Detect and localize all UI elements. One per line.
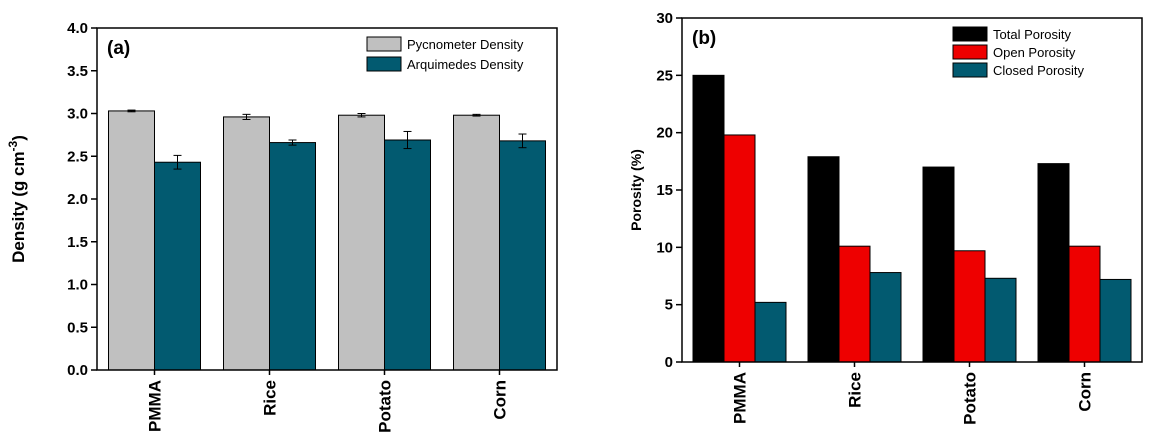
- bar: [838, 245, 871, 363]
- x-tick-label: Rice: [846, 372, 865, 408]
- y-tick-label: 2.5: [67, 148, 88, 165]
- bar: [338, 114, 385, 371]
- chart-panel-a: PMMA Rice Potato Corn 0.0 0.5 1.0 1.5 2.0 2.5 3.0 3…: [6, 20, 558, 433]
- legend-swatch: [952, 26, 988, 42]
- legend-label: Open Porosity: [993, 45, 1076, 60]
- x-tick-label: Potato: [376, 380, 395, 433]
- y-tick-label: 2.0: [67, 191, 88, 208]
- bar: [384, 139, 431, 371]
- y-tick-label: 1.0: [67, 277, 88, 294]
- legend-swatch: [952, 62, 988, 78]
- bar: [922, 166, 955, 363]
- y-tick-label: 0.0: [67, 362, 88, 379]
- x-tick-label: Corn: [1076, 372, 1095, 412]
- bar: [807, 156, 840, 363]
- bar: [453, 114, 500, 371]
- bar: [154, 161, 201, 371]
- bar: [953, 250, 986, 363]
- bar: [869, 272, 902, 363]
- bar: [1068, 245, 1101, 363]
- chart-panel-b: PMMA Rice Potato Corn 0 5 10 15 20 25 30 (b) Total P…: [628, 10, 1143, 425]
- y-tick-label: 5: [665, 297, 673, 314]
- y-tick-label: 10: [656, 239, 673, 256]
- plot-frame: [96, 27, 558, 371]
- bar: [1099, 278, 1132, 363]
- legend-label: Total Porosity: [993, 27, 1072, 42]
- y-tick-label: 30: [656, 10, 673, 27]
- bar: [1037, 163, 1070, 363]
- legend-label: Pycnometer Density: [407, 37, 524, 52]
- y-tick-label: 4.0: [67, 20, 88, 37]
- x-tick-label: Rice: [261, 380, 280, 416]
- legend-label: Arquimedes Density: [407, 57, 524, 72]
- x-tick-label: Potato: [961, 372, 980, 425]
- bar: [499, 140, 546, 371]
- y-tick-label: 15: [656, 182, 673, 199]
- y-axis-title: Porosity (%): [628, 149, 644, 231]
- x-tick-label: PMMA: [146, 380, 165, 432]
- y-tick-label: 0: [665, 354, 673, 371]
- x-tick-label: Corn: [491, 380, 510, 420]
- y-axis-title: Density (g cm-3): [6, 135, 28, 263]
- bar: [723, 134, 756, 363]
- y-tick-label: 3.0: [67, 106, 88, 123]
- bar: [692, 74, 725, 363]
- panel-label: (a): [107, 38, 130, 59]
- bar: [984, 277, 1017, 363]
- bar: [754, 301, 787, 363]
- y-tick-label: 0.5: [67, 319, 88, 336]
- legend-swatch: [366, 56, 402, 72]
- plot-frame: [681, 17, 1143, 363]
- y-tick-label: 1.5: [67, 234, 88, 251]
- y-tick-label: 25: [656, 67, 673, 84]
- bar: [269, 142, 316, 371]
- x-tick-label: PMMA: [731, 372, 750, 424]
- y-tick-label: 3.5: [67, 63, 88, 80]
- legend-swatch: [952, 44, 988, 60]
- bar: [108, 110, 155, 371]
- panel-label: (b): [692, 28, 716, 49]
- y-tick-label: 20: [656, 125, 673, 142]
- legend-label: Closed Porosity: [993, 63, 1085, 78]
- legend-swatch: [366, 36, 402, 52]
- bar: [223, 116, 270, 371]
